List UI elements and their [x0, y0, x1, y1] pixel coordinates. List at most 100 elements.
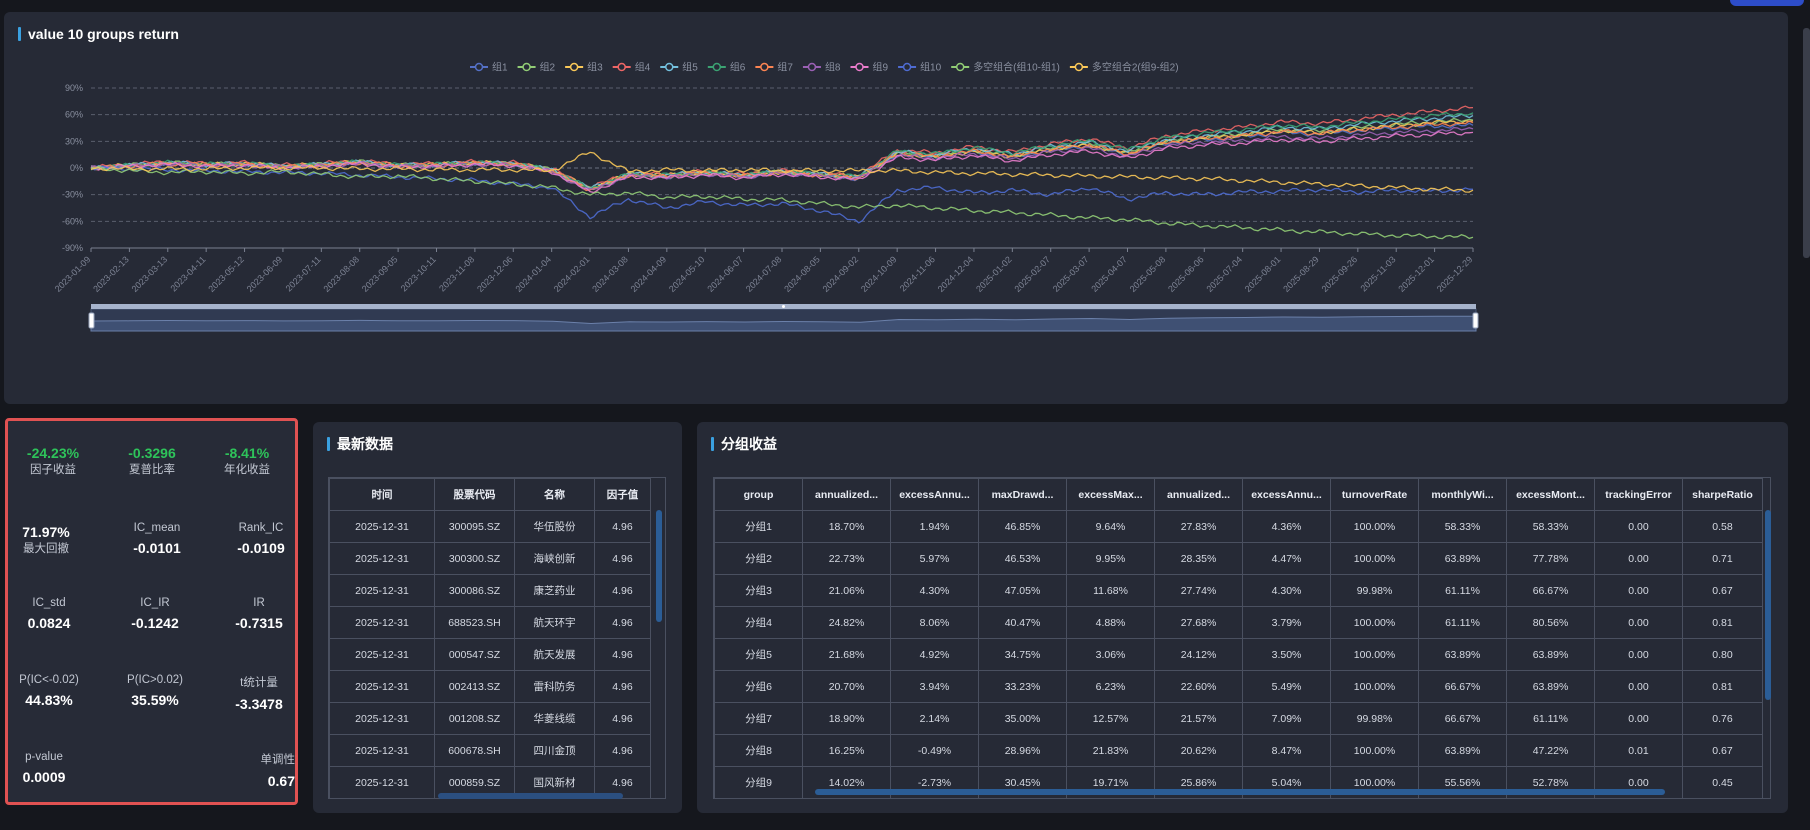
column-header[interactable]: annualized... [802, 478, 891, 511]
table-row[interactable]: 分组4 24.82% 8.06% 40.47% 4.88% 27.68% 3.79% 100.… [714, 606, 1763, 639]
legend-label: 组4 [635, 61, 651, 74]
column-header[interactable]: 名称 [514, 478, 595, 511]
x-tick-label: 2023-10-11 [399, 254, 438, 293]
datazoom-grip-icon[interactable] [782, 305, 785, 308]
column-header[interactable]: monthlyWi... [1418, 478, 1507, 511]
series-line[interactable] [90, 119, 1474, 191]
series-line[interactable] [90, 165, 1474, 240]
series-line[interactable] [90, 130, 1474, 194]
x-tick-label: 2023-08-08 [322, 254, 362, 294]
table-cell: 46.53% [978, 542, 1067, 575]
series-line[interactable] [90, 117, 1474, 189]
table-row[interactable]: 分组3 21.06% 4.30% 47.05% 11.68% 27.74% 4.30% 99.… [714, 574, 1763, 607]
group-returns-table-container[interactable]: group annualized... excessAnnu... maxDrawd.… [713, 477, 1771, 799]
column-header[interactable]: excessAnnu... [890, 478, 979, 511]
table-row[interactable]: 分组1 18.70% 1.94% 46.85% 9.64% 27.83% 4.36% 100.… [714, 510, 1763, 543]
column-header[interactable]: 因子值 [594, 478, 651, 511]
latest-data-table: 时间 股票代码 名称 因子值 2025-12-31 300095.SZ 华伍股份 4.96 2… [329, 478, 651, 798]
table-cell: 0.67 [1682, 734, 1763, 767]
table-row[interactable]: 2025-12-31 000859.SZ 国风新材 4.96 [329, 766, 651, 798]
datazoom-right-handle[interactable] [1472, 312, 1479, 329]
legend-item[interactable]: 组7 [755, 61, 793, 74]
table-row[interactable]: 2025-12-31 300086.SZ 康芝药业 4.96 [329, 574, 651, 607]
table-cell: 0.00 [1594, 542, 1683, 575]
series-line[interactable] [90, 126, 1474, 190]
column-header[interactable]: turnoverRate [1330, 478, 1419, 511]
legend-item[interactable]: 多空组合(组10-组1) [951, 61, 1060, 74]
column-header[interactable]: excessMont... [1506, 478, 1595, 511]
table-row[interactable]: 2025-12-31 000547.SZ 航天发展 4.96 [329, 638, 651, 671]
legend-item[interactable]: 组8 [802, 61, 841, 74]
table-cell: 27.83% [1154, 510, 1243, 543]
legend-item[interactable]: 组6 [707, 61, 746, 74]
table-row[interactable]: 分组8 16.25% -0.49% 28.96% 21.83% 20.62% 8.47% 10… [714, 734, 1763, 767]
metric-value: 0.0824 [27, 615, 71, 631]
page-scrollbar[interactable] [1803, 28, 1810, 258]
column-header[interactable]: excessMax... [1066, 478, 1155, 511]
table-row[interactable]: 分组7 18.90% 2.14% 35.00% 12.57% 21.57% 7.09% 99.… [714, 702, 1763, 735]
table-cell: 3.94% [890, 670, 979, 703]
table-cell: 34.75% [978, 638, 1067, 671]
table-cell: 0.00 [1594, 574, 1683, 607]
legend-marker-icon [712, 62, 722, 72]
series-line[interactable] [90, 113, 1474, 190]
table-cell: 0.76 [1682, 702, 1763, 735]
legend-item[interactable]: 组5 [660, 61, 698, 74]
table-cell: 4.96 [594, 606, 651, 639]
window-control-button[interactable] [1730, 0, 1804, 6]
table-row[interactable]: 2025-12-31 001208.SZ 华菱线缆 4.96 [329, 702, 651, 735]
legend-marker-icon [617, 62, 626, 72]
column-header[interactable]: excessAnnu... [1242, 478, 1331, 511]
metric-label: P(IC>0.02) [127, 674, 183, 686]
latest-data-table-container[interactable]: 时间 股票代码 名称 因子值 2025-12-31 300095.SZ 华伍股份 4.96 2… [328, 477, 666, 799]
table-row[interactable]: 2025-12-31 688523.SH 航天环宇 4.96 [329, 606, 651, 639]
column-header[interactable]: sharpeRatio [1682, 478, 1763, 511]
legend-item[interactable]: 组3 [565, 61, 603, 74]
x-tick-label: 2023-03-13 [130, 254, 170, 294]
series-line[interactable] [90, 151, 1474, 193]
table-row[interactable]: 2025-12-31 600678.SH 四川金顶 4.96 [329, 734, 651, 767]
table-cell: 24.82% [802, 606, 891, 639]
table-cell: 63.89% [1418, 542, 1507, 575]
table-row[interactable]: 2025-12-31 300300.SZ 海峡创新 4.96 [329, 542, 651, 575]
column-header[interactable]: trackingError [1594, 478, 1683, 511]
legend-item[interactable]: 多空组合2(组9-组2) [1069, 61, 1179, 74]
column-header[interactable]: group [714, 478, 803, 511]
legend-item[interactable]: 组1 [470, 61, 508, 74]
table-cell: 28.96% [978, 734, 1067, 767]
column-header[interactable]: annualized... [1154, 478, 1243, 511]
metric-p-value: p-value 0.0009 [0, 751, 89, 785]
table-cell: 2025-12-31 [329, 734, 435, 767]
datazoom-slider[interactable] [88, 304, 1479, 332]
x-tick-label: 2025-12-01 [1396, 254, 1436, 294]
x-tick-label: 2024-11-06 [898, 254, 937, 293]
table-cell: 2025-12-31 [329, 510, 435, 543]
legend-item[interactable]: 组10 [898, 61, 942, 74]
x-tick-label: 2025-08-29 [1281, 254, 1321, 294]
series-line[interactable] [90, 122, 1474, 191]
series-line[interactable] [90, 105, 1474, 191]
horizontal-scrollbar[interactable] [438, 793, 623, 799]
legend-marker-icon [807, 62, 817, 72]
table-row[interactable]: 分组5 21.68% 4.92% 34.75% 3.06% 24.12% 3.50% 100.… [714, 638, 1763, 671]
table-row[interactable]: 2025-12-31 300095.SZ 华伍股份 4.96 [329, 510, 651, 543]
legend-item[interactable]: 组4 [612, 61, 651, 74]
x-tick-label: 2025-11-03 [1358, 254, 1397, 293]
table-cell: 28.35% [1154, 542, 1243, 575]
metric-value: 35.59% [131, 692, 179, 708]
vertical-scrollbar[interactable] [1765, 510, 1771, 700]
table-cell: 分组7 [714, 702, 803, 735]
table-row[interactable]: 2025-12-31 002413.SZ 雷科防务 4.96 [329, 670, 651, 703]
vertical-scrollbar[interactable] [656, 510, 662, 622]
table-row[interactable]: 分组2 22.73% 5.97% 46.53% 9.95% 28.35% 4.47% 100.… [714, 542, 1763, 575]
column-header[interactable]: 股票代码 [434, 478, 515, 511]
column-header[interactable]: maxDrawd... [978, 478, 1067, 511]
column-header[interactable]: 时间 [329, 478, 435, 511]
horizontal-scrollbar[interactable] [815, 789, 1665, 795]
panel-title: 分组收益 [711, 436, 777, 452]
datazoom-left-handle[interactable] [88, 312, 95, 329]
table-row[interactable]: 分组6 20.70% 3.94% 33.23% 6.23% 22.60% 5.49% 100.… [714, 670, 1763, 703]
table-cell: 18.70% [802, 510, 891, 543]
legend-item[interactable]: 组2 [517, 61, 556, 74]
legend-item[interactable]: 组9 [850, 61, 889, 74]
